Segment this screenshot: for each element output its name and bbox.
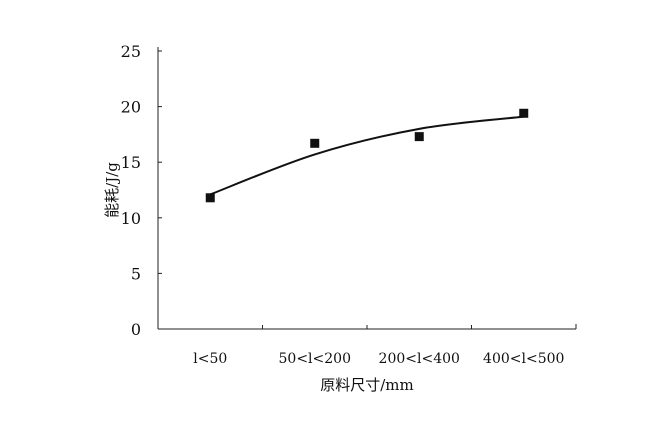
x-ticks: l<50 50<l<200 200<l<400 400<l<500 bbox=[193, 325, 564, 367]
y-tick-label: 15 bbox=[121, 153, 141, 172]
data-point bbox=[414, 132, 424, 142]
data-point bbox=[310, 138, 320, 148]
x-tick-label: 400<l<500 bbox=[483, 351, 564, 367]
trend-line bbox=[209, 115, 524, 196]
data-points bbox=[205, 108, 529, 203]
x-tick-label: 200<l<400 bbox=[379, 351, 460, 367]
y-tick-label: 0 bbox=[131, 320, 141, 339]
y-tick-label: 25 bbox=[121, 42, 141, 61]
axes bbox=[157, 47, 577, 330]
x-axis-label: 原料尺寸/mm bbox=[320, 376, 414, 394]
x-tick-label: l<50 bbox=[193, 351, 227, 367]
y-tick-label: 20 bbox=[121, 98, 141, 117]
y-tick-label: 10 bbox=[121, 209, 141, 228]
data-point bbox=[519, 108, 529, 118]
y-axis-label: 能耗/J/g bbox=[103, 162, 121, 218]
data-point bbox=[205, 193, 215, 203]
y-tick-label: 5 bbox=[131, 264, 141, 283]
x-tick-label: 50<l<200 bbox=[279, 351, 351, 367]
y-ticks: 0 5 10 15 20 25 bbox=[121, 42, 162, 339]
